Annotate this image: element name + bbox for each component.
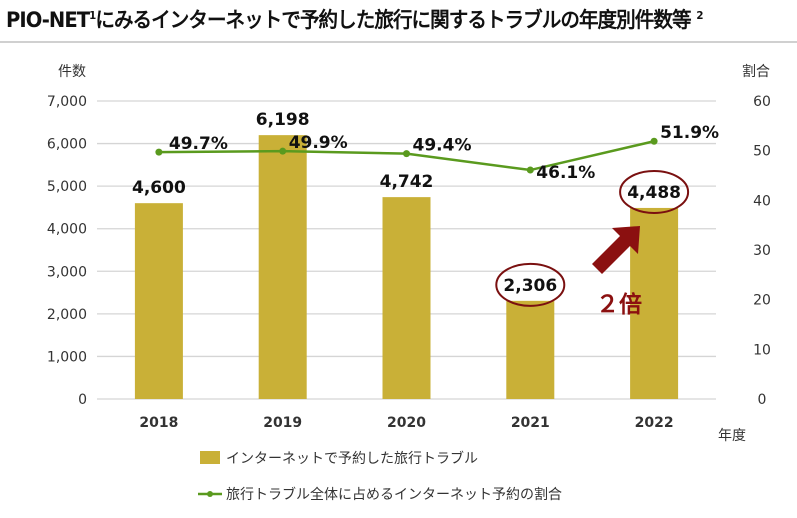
y2-axis-title: 割合 xyxy=(742,63,770,80)
x-tick-label: 2020 xyxy=(387,415,426,431)
y2-tick-label: 0 xyxy=(758,392,767,408)
line-data-label: 46.1% xyxy=(536,163,595,183)
legend-line-label: 旅行トラブル全体に占めるインターネット予約の割合 xyxy=(226,486,562,503)
legend-bar-swatch xyxy=(200,451,220,464)
y2-tick-label: 60 xyxy=(753,94,771,110)
y-tick-label: 2,000 xyxy=(47,307,87,323)
arrow-icon xyxy=(592,226,640,274)
line-data-label: 49.4% xyxy=(413,136,472,156)
y2-tick-label: 50 xyxy=(753,144,771,160)
y-tick-label: 6,000 xyxy=(47,137,87,153)
line-point xyxy=(650,137,658,145)
y2-tick-label: 20 xyxy=(753,293,771,309)
y-tick-label: 5,000 xyxy=(47,179,87,195)
bar xyxy=(382,197,431,399)
x-tick-label: 2018 xyxy=(139,415,178,431)
y2-tick-label: 40 xyxy=(753,193,771,209)
y-tick-label: 3,000 xyxy=(47,264,87,280)
bar-data-label: 2,306 xyxy=(503,276,557,296)
x-tick-label: 2019 xyxy=(263,415,302,431)
title-divider xyxy=(0,41,797,43)
bar-data-label: 4,600 xyxy=(132,178,186,198)
line-data-label: 49.9% xyxy=(289,133,348,153)
line-data-label: 51.9% xyxy=(660,123,719,143)
bar-data-label: 4,742 xyxy=(380,172,434,192)
bar xyxy=(506,300,555,399)
line-point xyxy=(279,147,287,155)
annotation-text: ２倍 xyxy=(596,291,642,318)
bar xyxy=(258,135,307,400)
line-point xyxy=(526,166,534,174)
x-tick-label: 2021 xyxy=(511,415,550,431)
highlight-ellipse xyxy=(495,262,566,307)
y2-tick-label: 30 xyxy=(753,243,771,259)
bar-data-label: 4,488 xyxy=(627,183,681,203)
y-tick-label: 1,000 xyxy=(47,349,87,365)
legend-line-marker xyxy=(207,491,213,497)
y-tick-label: 7,000 xyxy=(47,94,87,110)
line-point xyxy=(155,148,163,156)
chart-title: インターネットで予約した旅行トラブルPIO-NET1にみるインターネットで予約し… xyxy=(6,8,703,32)
y-axis-title: 件数 xyxy=(58,64,86,80)
y-tick-label: 4,000 xyxy=(47,222,87,238)
bar-data-label: 6,198 xyxy=(256,110,310,130)
x-tick-label: 2022 xyxy=(635,415,674,431)
y2-tick-label: 10 xyxy=(753,342,771,358)
highlight-ellipse xyxy=(619,169,690,214)
line-point xyxy=(403,150,410,158)
x-axis-title: 年度 xyxy=(718,428,746,444)
legend-bar-label: インターネットで予約した旅行トラブル xyxy=(226,450,478,467)
line-data-label: 49.7% xyxy=(169,134,228,154)
bar xyxy=(134,203,183,399)
annotation: ２倍 xyxy=(592,226,642,318)
y-tick-label: 0 xyxy=(78,392,87,408)
